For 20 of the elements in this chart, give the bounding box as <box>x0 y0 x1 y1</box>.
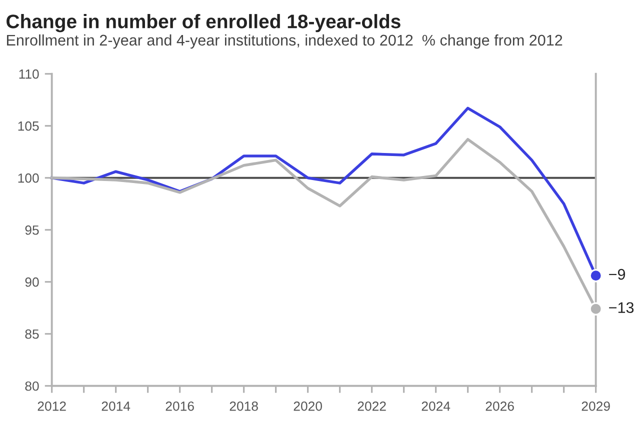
annotation: −13 <box>609 302 634 314</box>
y-tick-label: 85 <box>25 329 39 339</box>
x-tick-label: 2012 <box>38 401 66 411</box>
x-tick-label: 2029 <box>582 401 610 411</box>
x-tick-label: 2016 <box>166 401 194 411</box>
x-tick-label: 2014 <box>102 401 130 411</box>
x-tick-label: 2026 <box>486 401 514 411</box>
x-tick-label: 2018 <box>230 401 258 411</box>
y-tick-label: 110 <box>19 69 39 79</box>
y-tick-label: 105 <box>18 121 39 131</box>
y-tick-label: 95 <box>25 225 39 235</box>
chart-title: Change in number of enrolled 18-year-olds <box>6 14 400 32</box>
annotation: −9 <box>609 268 626 280</box>
x-tick-label: 2020 <box>294 401 322 411</box>
y-tick-label: 100 <box>18 173 39 183</box>
chart-subtitle: Enrollment in 2-year and 4-year institutions, indexed to 2012 % change from 2012 <box>7 34 562 49</box>
x-tick-label: 2022 <box>358 401 386 411</box>
y-tick-label: 90 <box>25 277 39 287</box>
y-tick-label: 80 <box>25 381 39 391</box>
x-tick-label: 2024 <box>422 401 450 411</box>
